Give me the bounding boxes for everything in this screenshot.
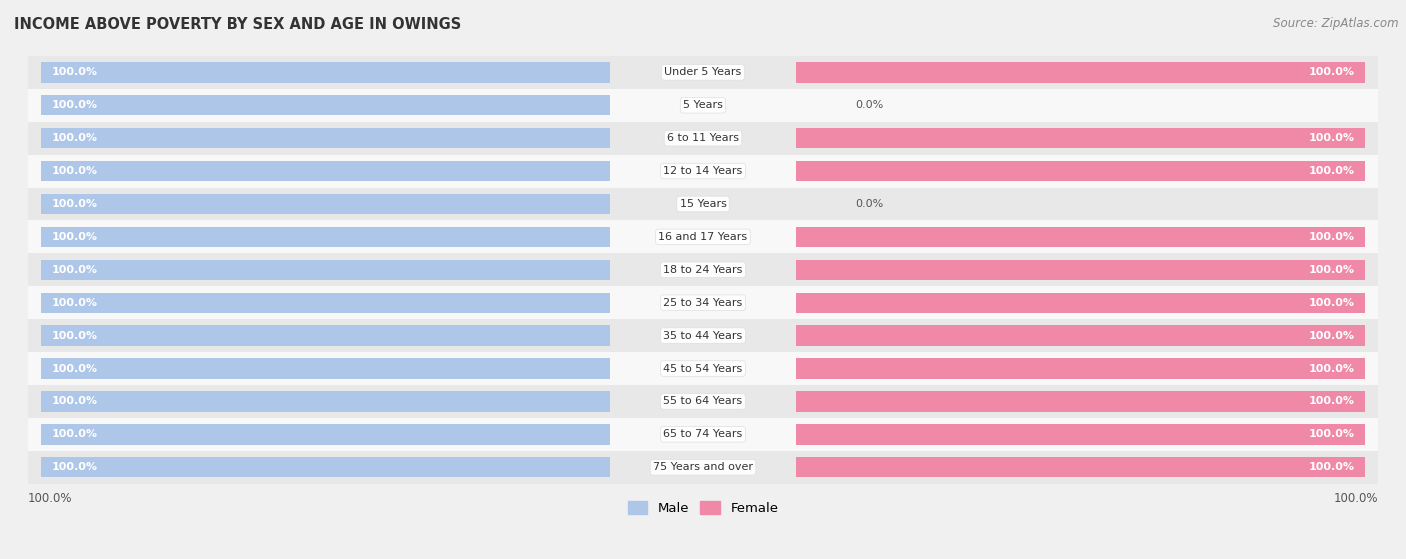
Text: 100.0%: 100.0%	[51, 199, 97, 209]
Text: 16 and 17 Years: 16 and 17 Years	[658, 232, 748, 242]
Bar	[41, 457, 610, 477]
Text: 6 to 11 Years: 6 to 11 Years	[666, 133, 740, 143]
Text: 5 Years: 5 Years	[683, 100, 723, 110]
Bar	[41, 62, 610, 83]
Bar	[41, 391, 610, 411]
Bar	[28, 56, 1378, 89]
Text: 100.0%: 100.0%	[1309, 232, 1355, 242]
Bar	[41, 325, 610, 346]
Text: 45 to 54 Years: 45 to 54 Years	[664, 363, 742, 373]
Legend: Male, Female: Male, Female	[623, 495, 783, 520]
Bar	[28, 418, 1378, 451]
Bar	[28, 385, 1378, 418]
Text: 65 to 74 Years: 65 to 74 Years	[664, 429, 742, 439]
Bar	[796, 424, 1365, 444]
Text: 25 to 34 Years: 25 to 34 Years	[664, 298, 742, 307]
Text: 100.0%: 100.0%	[1309, 462, 1355, 472]
Bar	[796, 292, 1365, 313]
Bar	[796, 457, 1365, 477]
Bar	[796, 62, 1365, 83]
Bar	[28, 89, 1378, 122]
Bar	[41, 95, 610, 116]
Text: 15 Years: 15 Years	[679, 199, 727, 209]
Text: 100.0%: 100.0%	[51, 330, 97, 340]
Text: 75 Years and over: 75 Years and over	[652, 462, 754, 472]
Text: 35 to 44 Years: 35 to 44 Years	[664, 330, 742, 340]
Bar	[28, 122, 1378, 155]
Bar	[41, 194, 610, 214]
Bar	[28, 319, 1378, 352]
Bar	[796, 128, 1365, 148]
Bar	[41, 292, 610, 313]
Text: 100.0%: 100.0%	[1309, 67, 1355, 77]
Bar	[41, 424, 610, 444]
Text: 100.0%: 100.0%	[1309, 298, 1355, 307]
Text: 100.0%: 100.0%	[1333, 492, 1378, 505]
Bar	[28, 220, 1378, 253]
Bar	[41, 128, 610, 148]
Text: 100.0%: 100.0%	[1309, 396, 1355, 406]
Text: 100.0%: 100.0%	[1309, 166, 1355, 176]
Text: 100.0%: 100.0%	[51, 265, 97, 275]
Text: 100.0%: 100.0%	[1309, 330, 1355, 340]
Text: 100.0%: 100.0%	[1309, 133, 1355, 143]
Text: 100.0%: 100.0%	[1309, 265, 1355, 275]
Bar	[796, 391, 1365, 411]
Text: 0.0%: 0.0%	[855, 199, 883, 209]
Text: 100.0%: 100.0%	[51, 166, 97, 176]
Bar	[796, 325, 1365, 346]
Bar	[796, 259, 1365, 280]
Text: 12 to 14 Years: 12 to 14 Years	[664, 166, 742, 176]
Text: 0.0%: 0.0%	[855, 100, 883, 110]
Bar	[41, 259, 610, 280]
Bar	[41, 358, 610, 378]
Text: 55 to 64 Years: 55 to 64 Years	[664, 396, 742, 406]
Text: 100.0%: 100.0%	[51, 462, 97, 472]
Bar	[28, 451, 1378, 484]
Bar	[28, 253, 1378, 286]
Text: 100.0%: 100.0%	[51, 363, 97, 373]
Text: 100.0%: 100.0%	[51, 232, 97, 242]
Text: Under 5 Years: Under 5 Years	[665, 67, 741, 77]
Text: 100.0%: 100.0%	[51, 298, 97, 307]
Text: 100.0%: 100.0%	[1309, 363, 1355, 373]
Text: INCOME ABOVE POVERTY BY SEX AND AGE IN OWINGS: INCOME ABOVE POVERTY BY SEX AND AGE IN O…	[14, 17, 461, 32]
Text: 100.0%: 100.0%	[51, 100, 97, 110]
Bar	[796, 161, 1365, 181]
Text: 100.0%: 100.0%	[51, 67, 97, 77]
Bar	[28, 155, 1378, 187]
Text: 100.0%: 100.0%	[51, 396, 97, 406]
Text: Source: ZipAtlas.com: Source: ZipAtlas.com	[1274, 17, 1399, 30]
Bar	[796, 227, 1365, 247]
Bar	[28, 286, 1378, 319]
Text: 100.0%: 100.0%	[1309, 429, 1355, 439]
Bar	[41, 161, 610, 181]
Bar	[796, 358, 1365, 378]
Text: 100.0%: 100.0%	[51, 429, 97, 439]
Text: 100.0%: 100.0%	[51, 133, 97, 143]
Bar	[28, 187, 1378, 220]
Text: 100.0%: 100.0%	[28, 492, 73, 505]
Text: 18 to 24 Years: 18 to 24 Years	[664, 265, 742, 275]
Bar	[41, 227, 610, 247]
Bar	[28, 352, 1378, 385]
